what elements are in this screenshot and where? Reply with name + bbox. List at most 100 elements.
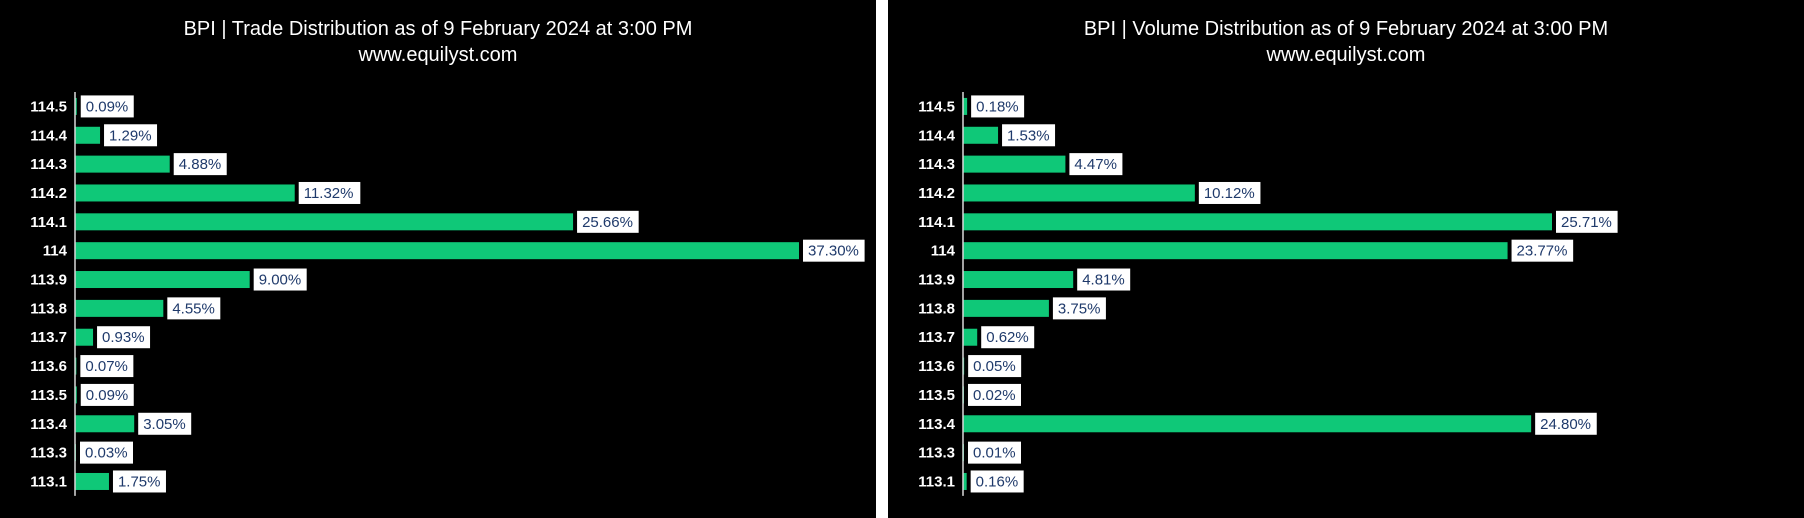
- value-label-box: [173, 153, 227, 176]
- chart-title: BPI | Volume Distribution as of 9 Februa…: [1083, 18, 1609, 40]
- bar: [963, 126, 999, 144]
- volume-distribution-chart: 114.5 0.18% 114.4 1.53% 114.3 4.47% 114.2 10.12…: [918, 92, 1618, 496]
- category-label: 113.5: [918, 387, 955, 404]
- bar: [75, 242, 799, 260]
- value-label-box: [138, 412, 192, 435]
- category-label: 114.2: [30, 185, 67, 202]
- category-label: 114.4: [30, 127, 67, 144]
- category-label: 113.1: [30, 473, 67, 490]
- value-label: 9.00%: [259, 272, 302, 289]
- value-label: 0.09%: [86, 387, 129, 404]
- category-label: 114.1: [30, 214, 67, 231]
- bar: [75, 386, 77, 404]
- value-label: 11.32%: [304, 185, 354, 202]
- chart-subtitle: www.equilyst.com: [1266, 44, 1426, 66]
- value-label-box: [112, 470, 166, 493]
- category-label: 113.6: [918, 358, 955, 375]
- bar: [963, 155, 1066, 173]
- category-label: 114: [931, 243, 956, 260]
- bar: [75, 271, 250, 289]
- value-label-box: [1198, 181, 1261, 204]
- bar: [75, 299, 164, 317]
- value-label: 0.03%: [85, 445, 128, 462]
- value-label-box: [981, 326, 1035, 349]
- bar: [75, 213, 574, 231]
- value-label: 1.53%: [1007, 127, 1050, 144]
- bar: [963, 213, 1552, 231]
- category-label: 114: [43, 243, 68, 260]
- value-label: 0.07%: [85, 358, 128, 375]
- category-label: 113.3: [30, 445, 67, 462]
- value-label-box: [1002, 124, 1056, 147]
- value-label-box: [971, 95, 1025, 118]
- value-label: 24.80%: [1540, 416, 1591, 433]
- category-label: 114.3: [30, 156, 67, 173]
- value-label-box: [1556, 210, 1618, 233]
- value-label-box: [1535, 412, 1597, 435]
- value-label: 0.05%: [973, 358, 1016, 375]
- value-label: 4.81%: [1082, 272, 1125, 289]
- value-label-box: [80, 95, 134, 118]
- category-label: 113.5: [30, 387, 67, 404]
- bar: [75, 328, 94, 346]
- value-label-box: [1077, 268, 1131, 291]
- value-label: 25.66%: [582, 214, 633, 231]
- category-label: 114.2: [918, 185, 955, 202]
- bar: [75, 126, 101, 144]
- bar: [75, 472, 109, 490]
- category-label: 114.5: [918, 98, 955, 115]
- value-label-box: [968, 441, 1021, 464]
- category-label: 113.7: [30, 329, 67, 346]
- chart-subtitle: www.equilyst.com: [358, 44, 518, 66]
- value-label-box: [97, 326, 151, 349]
- value-label-box: [80, 441, 133, 464]
- category-label: 113.3: [918, 445, 955, 462]
- bar: [75, 155, 170, 173]
- value-label: 1.29%: [109, 127, 152, 144]
- chart-title: BPI | Trade Distribution as of 9 Februar…: [183, 18, 693, 40]
- category-label: 113.7: [918, 329, 955, 346]
- value-label-box: [970, 470, 1024, 493]
- trade-distribution-chart: 114.5 0.09% 114.4 1.29% 114.3 4.88% 114.2 11.32…: [30, 92, 865, 496]
- value-label: 1.75%: [118, 473, 161, 490]
- category-label: 114.3: [918, 156, 955, 173]
- value-label: 0.62%: [986, 329, 1029, 346]
- value-label: 0.16%: [976, 473, 1019, 490]
- value-label-box: [104, 124, 158, 147]
- value-label-box: [577, 210, 639, 233]
- value-label-box: [298, 181, 361, 204]
- value-label: 25.71%: [1561, 214, 1612, 231]
- value-label-box: [80, 383, 134, 406]
- bar: [75, 97, 77, 115]
- bar: [963, 271, 1074, 289]
- value-label: 0.09%: [86, 98, 129, 115]
- value-label: 4.55%: [172, 300, 215, 317]
- bar: [75, 415, 135, 433]
- value-label: 3.75%: [1058, 300, 1101, 317]
- value-label: 4.47%: [1074, 156, 1117, 173]
- bar: [963, 472, 967, 490]
- value-label-box: [80, 355, 134, 378]
- value-label-box: [167, 297, 221, 320]
- category-label: 113.9: [918, 272, 955, 289]
- bar: [963, 184, 1195, 202]
- bar: [963, 242, 1508, 260]
- value-label-box: [968, 355, 1022, 378]
- value-label-box: [253, 268, 307, 291]
- bar: [75, 184, 295, 202]
- value-label-box: [1069, 153, 1123, 176]
- value-label: 37.30%: [808, 243, 859, 260]
- category-label: 114.5: [30, 98, 67, 115]
- value-label: 23.77%: [1517, 243, 1568, 260]
- category-label: 113.4: [30, 416, 67, 433]
- value-label-box: [1052, 297, 1106, 320]
- category-label: 113.1: [918, 473, 955, 490]
- category-label: 114.4: [918, 127, 955, 144]
- value-label: 0.18%: [976, 98, 1019, 115]
- category-label: 113.8: [30, 300, 67, 317]
- value-label: 4.88%: [179, 156, 222, 173]
- value-label: 10.12%: [1204, 185, 1255, 202]
- category-label: 113.4: [918, 416, 955, 433]
- category-label: 113.8: [918, 300, 955, 317]
- value-label-box: [1511, 239, 1574, 262]
